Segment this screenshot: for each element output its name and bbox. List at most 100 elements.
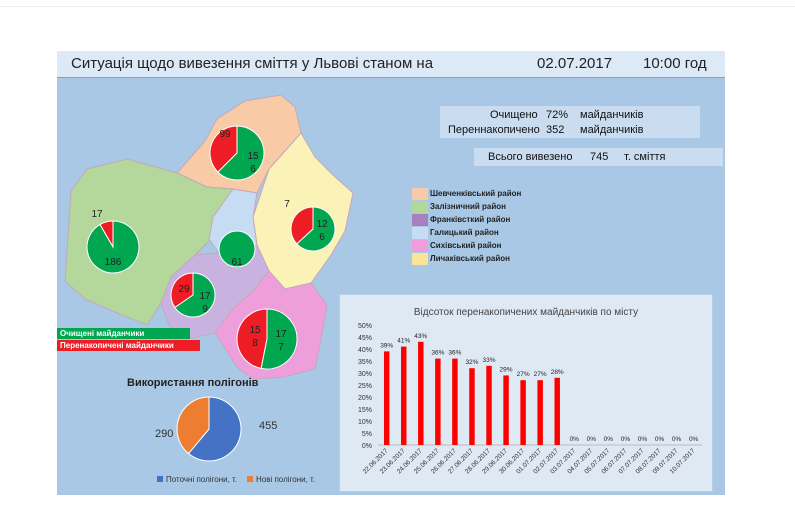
pie-slice-overfilled (236, 308, 268, 370)
district-pie: 17 7 15 8 (236, 308, 298, 370)
district-pie: 15 6 99 (209, 125, 265, 181)
y-tick-label: 50% (358, 323, 372, 330)
bar-value-label: 0% (655, 436, 665, 443)
pie-slice-cleaned (86, 220, 140, 274)
landfill-pie-slices: 455 290 Поточні полігони, т. Нові полігони,… (155, 396, 315, 484)
legend-label: Галицький район (430, 228, 499, 237)
pie-value-label: 15 (247, 151, 259, 162)
bar-value-label: 33% (483, 357, 496, 364)
dashboard-panel: Ситуація щодо вивезення сміття у Львові … (57, 51, 725, 495)
bar-value-label: 36% (431, 350, 444, 357)
overfilled-unit: майданчиків (580, 124, 644, 136)
legend-label-current: Поточні полігони, т. (166, 475, 237, 484)
bar (435, 358, 441, 445)
legend-label: Сихівський район (430, 241, 502, 250)
pie-value-label: 15 (249, 325, 261, 336)
bar (537, 380, 543, 445)
legend-swatch-current (157, 476, 163, 482)
legend-swatch (412, 214, 428, 226)
y-tick-label: 35% (358, 359, 372, 366)
district-pies: 15 6 99 12 6 7 186 17 61 17 9 29 17 7 15 8 (86, 125, 336, 370)
pie-value-label: 7 (278, 342, 284, 353)
pie-value-label: 6 (319, 232, 325, 243)
title-bar: Ситуація щодо вивезення сміття у Львові … (57, 51, 725, 78)
bar-value-label: 0% (570, 436, 580, 443)
bar-value-label: 32% (465, 359, 478, 366)
y-tick-label: 25% (358, 383, 372, 390)
page-title: Ситуація щодо вивезення сміття у Львові … (71, 55, 434, 72)
bar (401, 346, 407, 445)
legend-label: Личаківський район (430, 254, 510, 263)
pie-value-label: 455 (259, 420, 277, 432)
bar-value-label: 27% (534, 371, 547, 378)
legend-label: Франківсткий район (430, 215, 511, 224)
bar (520, 380, 526, 445)
total-label: Всього вивезено (488, 151, 573, 163)
bar-chart-svg: Відсоток перенакопичених майданчиків по … (358, 307, 702, 475)
bar-value-label: 0% (689, 436, 699, 443)
pie-slice-cleaned (174, 272, 216, 318)
landfill-chart-title: Використання полігонів (127, 377, 259, 389)
cleaned-unit: майданчиків (580, 109, 644, 121)
bar (554, 377, 560, 445)
cleaned-sites-badge: Очищені майданчики (57, 328, 190, 339)
pie-slice-cleaned (217, 125, 265, 181)
landfill-pie-chart: 455 290 Поточні полігони, т. Нові полігони,… (155, 396, 315, 484)
y-tick-label: 30% (358, 371, 372, 378)
total-value: 745 (590, 151, 609, 163)
bar-value-label: 29% (500, 366, 513, 373)
district-pie: 61 (218, 230, 256, 268)
report-time: 10:00 год (643, 55, 707, 72)
bar-value-label: 39% (380, 342, 393, 349)
y-tick-label: 45% (358, 335, 372, 342)
bar (486, 365, 492, 445)
pie-value-label: 6 (250, 164, 256, 175)
y-tick-label: 40% (358, 347, 372, 354)
pie-value-label: 17 (91, 209, 103, 220)
overfill-percent-chart: Відсоток перенакопичених майданчиків по … (339, 294, 713, 492)
y-tick-label: 20% (358, 395, 372, 402)
overfilled-sites-badge: Перенакопичені майданчики (57, 340, 200, 351)
cleaned-stats: Очищено 72% майданчиків Переннакопичено … (440, 106, 700, 138)
pie-value-label: 61 (231, 257, 243, 268)
bar-value-label: 43% (414, 333, 427, 340)
pie-slice-current (187, 396, 242, 462)
bar (503, 375, 509, 445)
bar-value-label: 0% (621, 436, 631, 443)
bar (452, 358, 458, 445)
bar (383, 351, 390, 445)
y-tick-label: 5% (362, 431, 372, 438)
x-axis: 22.06.201723.06.201724.06.201725.06.2017… (362, 447, 697, 475)
legend-swatch (412, 227, 428, 239)
legend-swatch (412, 240, 428, 252)
bar-value-label: 36% (448, 350, 461, 357)
bar-value-label: 0% (587, 436, 597, 443)
overfilled-label: Переннакопичено (448, 124, 540, 136)
pie-value-label: 17 (199, 291, 211, 302)
pie-slice-cleaned (296, 206, 336, 252)
total-stats: Всього вивезено 745 т. сміття (474, 148, 723, 166)
bar-value-label: 0% (604, 436, 614, 443)
bar-value-label: 0% (638, 436, 648, 443)
bar (418, 341, 424, 445)
bar-value-label: 41% (397, 338, 410, 345)
pie-value-label: 17 (275, 329, 287, 340)
legend-swatch (412, 201, 428, 213)
legend-label: Залізничний район (430, 202, 506, 211)
legend-swatch-new (247, 476, 253, 482)
legend-swatch (412, 253, 428, 265)
district-pie: 17 9 29 (170, 272, 216, 318)
district-pie: 186 17 (86, 209, 140, 274)
bar-series: 39% 41% 43% 36% 36% 32% 33% 29% 27% 27% 28% 0% 0% 0% 0… (380, 333, 699, 445)
pie-value-label: 29 (178, 284, 190, 295)
pie-slice-cleaned (218, 230, 256, 268)
overfilled-value: 352 (546, 124, 565, 136)
district-zaliznychnyi (64, 158, 234, 326)
pie-value-label: 99 (219, 129, 231, 140)
pie-slice-new (176, 396, 210, 455)
total-unit: т. сміття (624, 151, 666, 163)
cleaned-label: Очищено (490, 109, 538, 121)
pie-value-label: 8 (252, 338, 258, 349)
bar-value-label: 28% (551, 369, 564, 376)
top-divider (0, 6, 795, 7)
